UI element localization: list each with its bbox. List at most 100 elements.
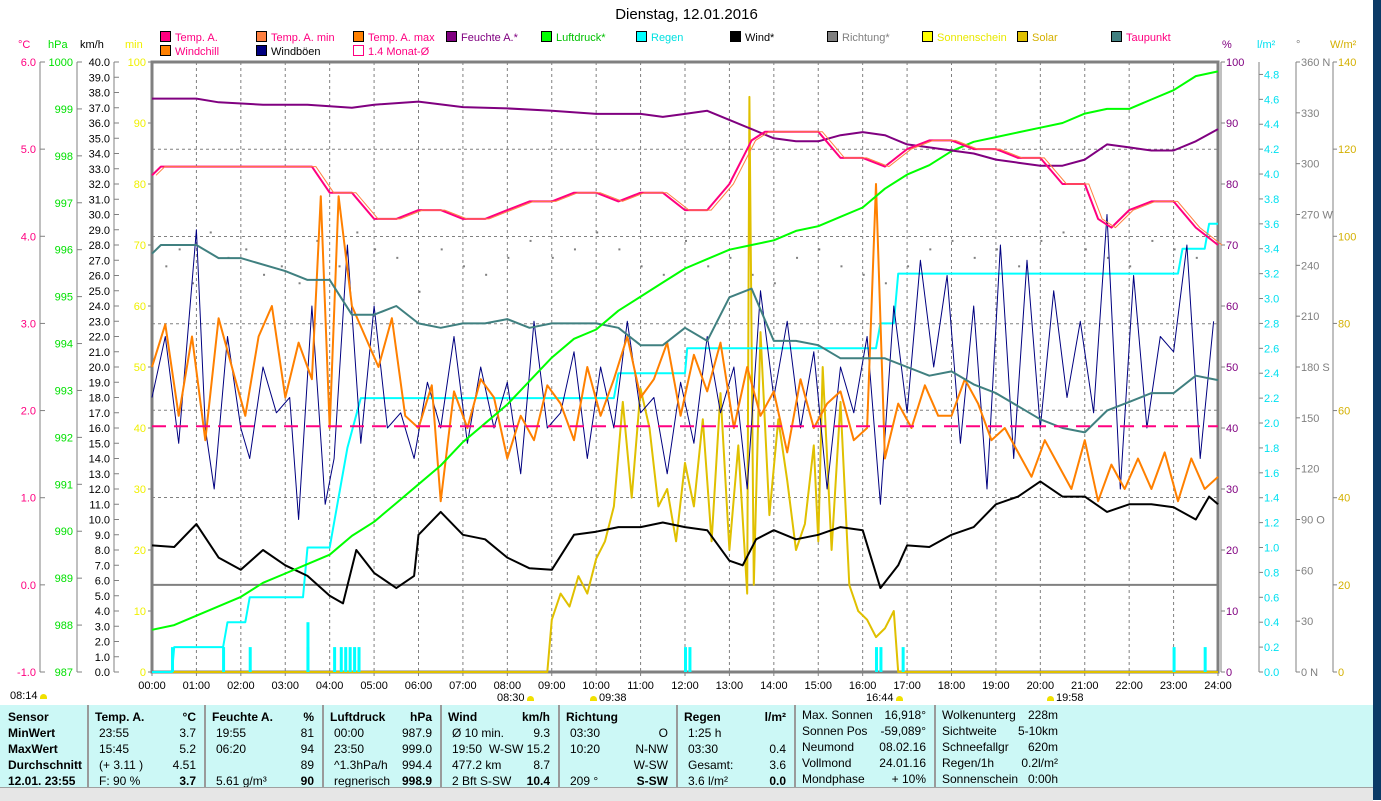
x-tick-label: 18:00 xyxy=(938,680,966,692)
panel-wind-column: Wind km/h Ø 10 min. 9.3 19:50 W-SW 15.2 477.2 … xyxy=(440,705,560,788)
humidity-row-label: 06:20 xyxy=(216,742,247,756)
pressure-row-value: 999.0 xyxy=(401,742,432,756)
direction-point xyxy=(907,265,910,268)
misc-value: 0.2l/m² xyxy=(1021,756,1058,770)
x-tick-label: 11:00 xyxy=(627,680,654,692)
direction-point xyxy=(995,248,998,251)
rain-event-bar xyxy=(348,647,352,672)
direction-point xyxy=(529,239,532,242)
axis-tick-label-wind: 24.0 xyxy=(89,301,110,313)
legend-label: 1.4 Monat-Ø xyxy=(368,46,430,58)
axis-tick-label-rain: 0.6 xyxy=(1264,592,1279,604)
axis-tick-label-direction: 240 xyxy=(1301,260,1319,272)
direction-point xyxy=(507,256,510,259)
x-tick-label: 05:00 xyxy=(360,680,388,692)
direction-point xyxy=(1151,239,1154,242)
direction-row-label: 03:30 xyxy=(570,726,601,740)
astro-value: + 10% xyxy=(891,772,926,786)
axis-unit-pressure: hPa xyxy=(48,39,68,51)
legend-label: Luftdruck* xyxy=(556,32,606,44)
axis-tick-label-solar: 40 xyxy=(1338,493,1350,505)
legend-label: Windböen xyxy=(271,46,321,58)
direction-point xyxy=(1106,256,1109,259)
panel-sensor-column: Sensor MinWert MaxWert Durchschnitt 12.01. 2… xyxy=(0,705,89,788)
wind-row-label: Ø 10 min. xyxy=(452,726,505,740)
legend-item: Richtung* xyxy=(827,31,890,44)
x-tick-label: 07:00 xyxy=(449,680,477,692)
axis-tick-label-sun: 60 xyxy=(134,301,146,313)
axis-tick-label-rain: 1.2 xyxy=(1264,518,1279,530)
misc-label: Schneefallgr xyxy=(942,740,1009,754)
rain-row-label: 3.6 l/m² xyxy=(688,774,729,788)
axis-tick-label-rain: 3.4 xyxy=(1264,244,1279,256)
humidity-header: Feuchte A. xyxy=(212,710,273,724)
direction-point xyxy=(280,265,283,268)
axis-tick-label-humidity: 100 xyxy=(1226,57,1244,69)
axis-tick-label-wind: 5.0 xyxy=(95,591,110,603)
astro-label: Vollmond xyxy=(802,756,852,770)
chart-title: Dienstag, 12.01.2016 xyxy=(615,6,758,23)
sensor-row-label: 12.01. 23:55 xyxy=(8,774,76,788)
axis-tick-label-wind: 15.0 xyxy=(89,438,110,450)
axis-tick-label-wind: 16.0 xyxy=(89,423,110,435)
axis-tick-label-rain: 4.8 xyxy=(1264,69,1279,81)
axis-tick-label-wind: 32.0 xyxy=(89,179,110,191)
astro-label: Sonnen Pos xyxy=(802,724,868,738)
axis-tick-label-sun: 0 xyxy=(140,667,146,679)
axis-tick-label-rain: 1.6 xyxy=(1264,468,1279,480)
direction-point xyxy=(245,248,248,251)
wind-row-value: W-SW 15.2 xyxy=(488,742,550,756)
axis-tick-label-rain: 2.2 xyxy=(1264,393,1279,405)
axis-unit-sun: min xyxy=(125,39,143,51)
axis-tick-label-pressure: 991 xyxy=(55,479,73,491)
axis-tick-label-wind: 7.0 xyxy=(95,560,110,572)
axis-tick-label-pressure: 998 xyxy=(55,151,73,163)
pressure-row-value: 987.9 xyxy=(401,726,432,740)
series-line-temp-a xyxy=(151,130,1219,246)
axis-tick-label-wind: 8.0 xyxy=(95,545,110,557)
direction-point xyxy=(929,248,932,251)
direction-point xyxy=(596,231,599,234)
axis-tick-label-wind: 31.0 xyxy=(89,194,110,206)
axis-tick-label-wind: 34.0 xyxy=(89,149,110,161)
axis-unit-temp: °C xyxy=(18,39,31,51)
direction-row-label: 209 ° xyxy=(570,774,599,788)
legend-item: Temp. A. min xyxy=(256,31,335,44)
panel-pressure-column: Luftdruck hPa 00:00 987.9 23:50 999.0 ^1.3hPa/… xyxy=(322,705,442,788)
direction-header: Richtung xyxy=(566,710,618,724)
axis-tick-label-wind: 30.0 xyxy=(89,210,110,222)
x-tick-label: 02:00 xyxy=(227,680,255,692)
misc-label: Wolkenunterg xyxy=(942,708,1016,722)
rain-event-bar xyxy=(1172,647,1176,672)
axis-tick-label-direction: 180 S xyxy=(1301,362,1330,374)
legend-label: Windchill xyxy=(175,46,220,58)
axis-tick-label-humidity: 80 xyxy=(1226,179,1238,191)
axis-tick-label-sun: 50 xyxy=(134,362,146,374)
axis-tick-label-sun: 30 xyxy=(134,484,146,496)
temp-row-value: 4.51 xyxy=(172,758,196,772)
axis-tick-label-wind: 14.0 xyxy=(89,454,110,466)
sensor-header: Sensor xyxy=(8,710,49,724)
axis-tick-label-direction: 330 xyxy=(1301,108,1319,120)
legend-item: Temp. A. max xyxy=(353,31,435,44)
axis-tick-label-humidity: 60 xyxy=(1226,301,1238,313)
direction-point xyxy=(707,265,710,268)
humidity-row-value: 81 xyxy=(300,726,314,740)
direction-point xyxy=(485,273,488,276)
rain-event-bar xyxy=(333,647,337,672)
axis-tick-label-wind: 6.0 xyxy=(95,576,110,588)
legend-item: Sonnenschein xyxy=(922,31,1007,44)
axis-tick-label-solar: 0 xyxy=(1338,667,1344,679)
rain-event-bar xyxy=(170,647,174,672)
axis-tick-label-wind: 3.0 xyxy=(95,621,110,633)
legend-label: Feuchte A.* xyxy=(461,32,518,44)
direction-point xyxy=(840,265,843,268)
desktop-background xyxy=(1373,0,1381,800)
axis-unit-wind: km/h xyxy=(80,39,104,51)
axis-tick-label-humidity: 90 xyxy=(1226,118,1238,130)
wind-row-value: 9.3 xyxy=(533,726,550,740)
direction-point xyxy=(191,282,194,285)
astro-label: Max. Sonnen xyxy=(802,708,873,722)
direction-point xyxy=(165,265,168,268)
axis-tick-label-rain: 1.4 xyxy=(1264,493,1279,505)
